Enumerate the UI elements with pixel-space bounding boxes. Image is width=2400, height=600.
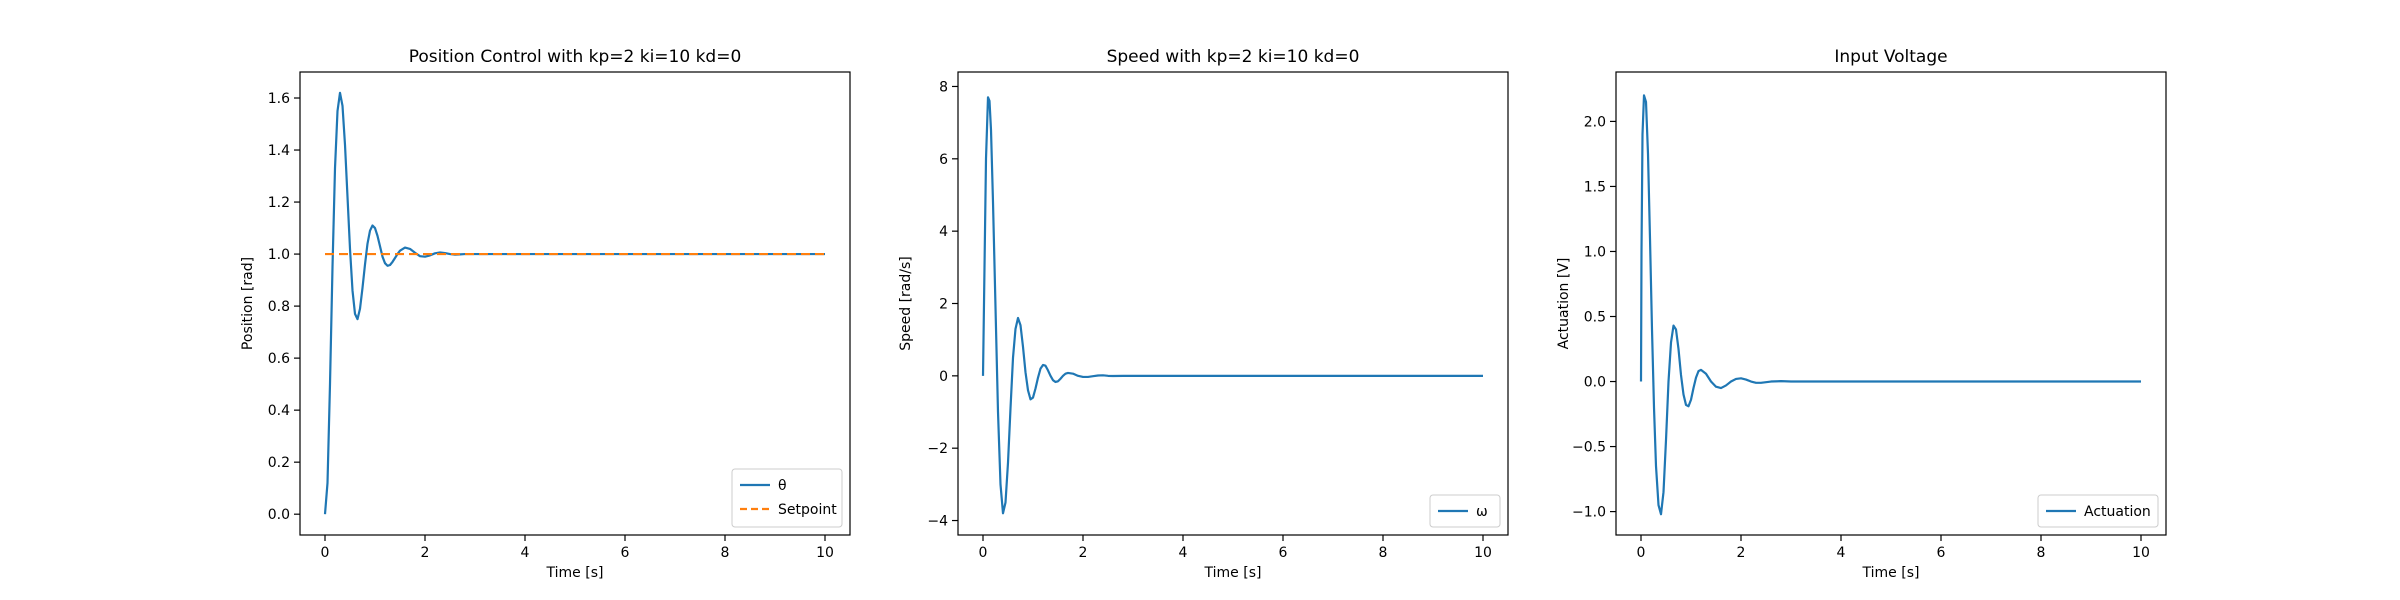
chart-2: Speed with kp=2 ki=10 kd=0 0 2 4 6 8 10 −4 −2 0 2 4… <box>898 47 1509 581</box>
series-line-1 <box>981 96 1483 515</box>
y-tick-label: 4 <box>939 224 948 240</box>
y-axis-label: Speed [rad/s] <box>898 256 914 351</box>
legend-label: Actuation <box>2084 504 2151 520</box>
x-tick-label: 0 <box>321 545 330 561</box>
y-tick-label: 0.4 <box>268 403 290 419</box>
x-axis-label: Time [s] <box>1862 565 1920 581</box>
x-tick-label: 2 <box>1737 545 1746 561</box>
y-tick-label: 1.0 <box>1584 244 1606 260</box>
axes-frame <box>299 71 851 536</box>
axes-frame <box>1615 71 2167 536</box>
x-tick-label: 10 <box>1474 545 1492 561</box>
x-tick-label: 2 <box>1079 545 1088 561</box>
y-tick-label: 8 <box>939 79 948 95</box>
y-tick-label: 1.2 <box>268 195 290 211</box>
x-tick-label: 6 <box>1937 545 1946 561</box>
legend-box <box>2037 494 2159 528</box>
plot-area <box>1639 94 2141 516</box>
y-tick-label: 0.0 <box>1584 375 1606 391</box>
x-tick-label: 2 <box>421 545 430 561</box>
chart-1: Position Control with kp=2 ki=10 kd=0 0 2 4… <box>240 47 851 581</box>
x-tick-label: 10 <box>2132 545 2150 561</box>
chart-title: Position Control with kp=2 ki=10 kd=0 <box>409 47 742 67</box>
legend-label: Setpoint <box>778 502 837 518</box>
x-axis-label: Time [s] <box>1204 565 1262 581</box>
y-tick-label: −4 <box>927 514 948 530</box>
y-axis-label: Position [rad] <box>240 257 256 350</box>
x-tick-label: 8 <box>721 545 730 561</box>
y-tick-label: −0.5 <box>1572 440 1606 456</box>
chart-title: Speed with kp=2 ki=10 kd=0 <box>1107 47 1360 67</box>
y-tick-label: −1.0 <box>1572 505 1606 521</box>
x-tick-label: 6 <box>621 545 630 561</box>
legend-label: θ <box>778 478 787 494</box>
y-tick-label: 1.5 <box>1584 179 1606 195</box>
x-axis-label: Time [s] <box>546 565 604 581</box>
y-axis-label: Actuation [V] <box>1556 258 1572 350</box>
y-tick-label: 1.0 <box>268 247 290 263</box>
y-tick-label: 0.8 <box>268 299 290 315</box>
legend: θ Setpoint <box>731 468 843 528</box>
plot-area <box>981 96 1483 515</box>
legend: Actuation <box>2037 494 2159 528</box>
x-tick-label: 8 <box>1379 545 1388 561</box>
y-tick-label: 0.0 <box>268 507 290 523</box>
y-tick-label: −2 <box>927 441 948 457</box>
x-tick-label: 4 <box>1179 545 1188 561</box>
x-tick-label: 4 <box>521 545 530 561</box>
x-tick-label: 0 <box>1637 545 1646 561</box>
x-tick-label: 4 <box>1837 545 1846 561</box>
x-tick-label: 10 <box>816 545 834 561</box>
y-tick-label: 2.0 <box>1584 114 1606 130</box>
legend: ω <box>1429 494 1501 528</box>
y-tick-label: 2 <box>939 297 948 313</box>
x-tick-label: 6 <box>1279 545 1288 561</box>
y-tick-label: 0.5 <box>1584 310 1606 326</box>
legend-box <box>731 468 843 528</box>
y-tick-label: 1.4 <box>268 143 290 159</box>
plot-area <box>323 91 825 515</box>
chart-3: Input Voltage 0 2 4 6 8 10 −1.0 −0.5 0.0 0.5 1.0 1.5… <box>1556 47 2167 581</box>
y-tick-label: 1.6 <box>268 91 290 107</box>
y-tick-label: 6 <box>939 152 948 168</box>
series-line-1 <box>1639 94 2141 516</box>
y-tick-label: 0.2 <box>268 455 290 471</box>
y-tick-label: 0 <box>939 369 948 385</box>
legend-label: ω <box>1476 504 1488 520</box>
chart-title: Input Voltage <box>1834 47 1947 67</box>
axes-frame <box>957 71 1509 536</box>
y-tick-label: 0.6 <box>268 351 290 367</box>
x-tick-label: 0 <box>979 545 988 561</box>
series-line-1 <box>323 91 825 515</box>
x-tick-label: 8 <box>2037 545 2046 561</box>
